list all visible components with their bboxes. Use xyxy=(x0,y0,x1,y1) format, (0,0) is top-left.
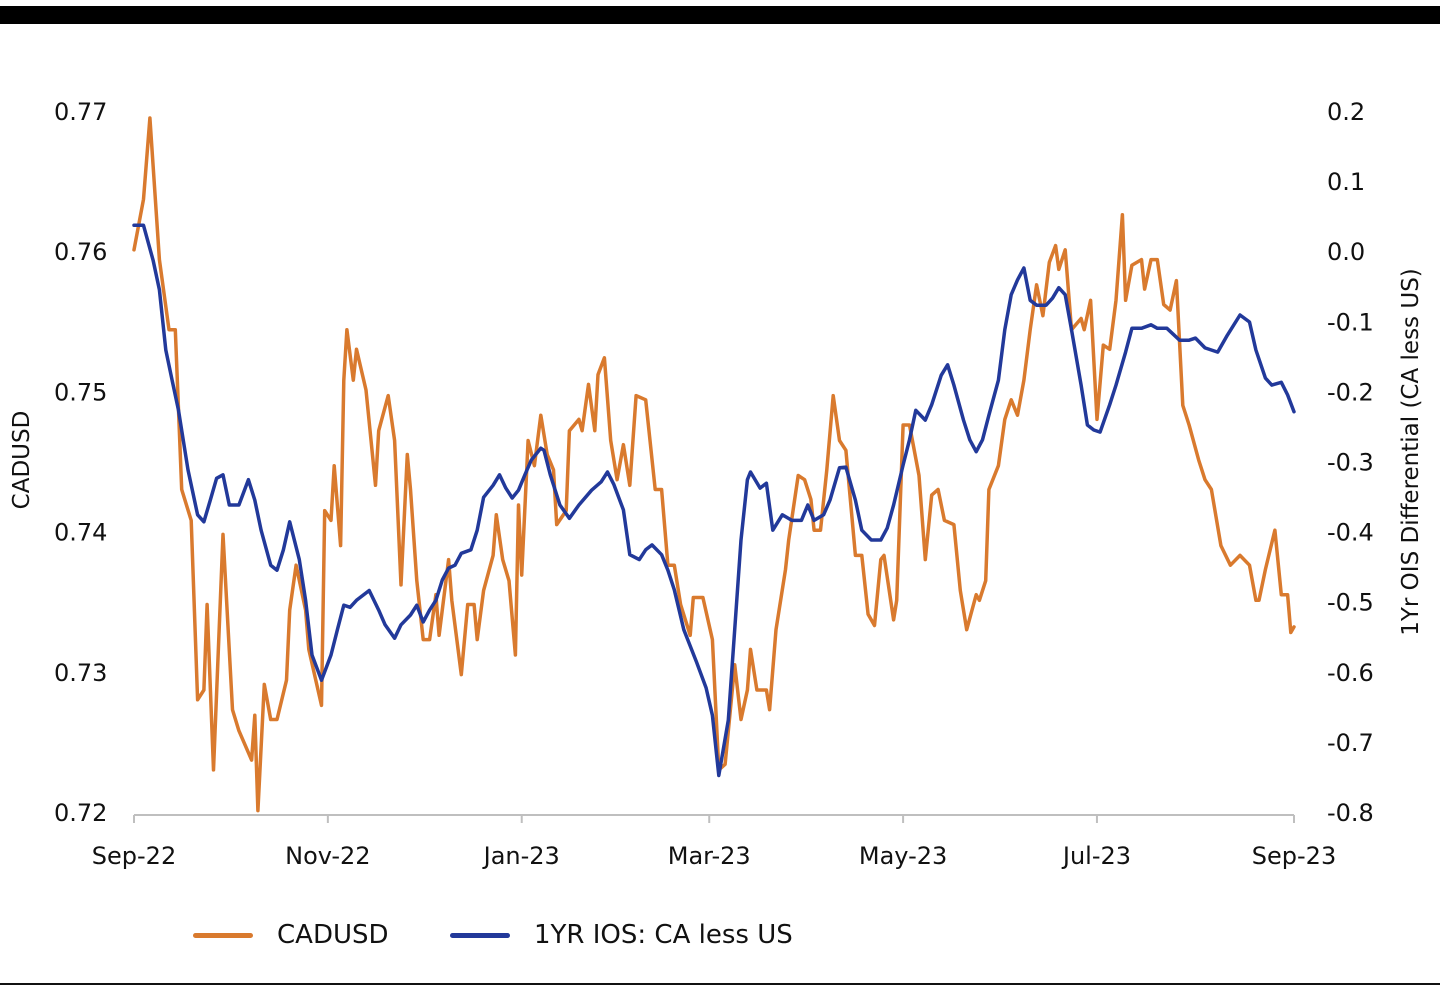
legend-label: CADUSD xyxy=(277,920,389,950)
y2-tick-label: 0.2 xyxy=(1327,98,1365,126)
bottom-border-line xyxy=(0,983,1440,985)
y-tick-label: 0.75 xyxy=(54,378,107,406)
x-tick-label: May-23 xyxy=(859,842,947,870)
series-line-cadusd xyxy=(132,116,1296,813)
y2-tick-label: -0.8 xyxy=(1327,799,1374,827)
x-tick-label: Jan-23 xyxy=(482,842,560,870)
y2-tick-label: -0.2 xyxy=(1327,378,1374,406)
y2-axis-title: 1Yr OIS Differential (CA less US) xyxy=(1398,268,1424,636)
y-tick-label: 0.76 xyxy=(54,238,107,266)
y2-tick-label: -0.6 xyxy=(1327,659,1374,687)
series-lines xyxy=(132,116,1296,813)
y-tick-label: 0.74 xyxy=(54,519,107,547)
y2-tick-label: 0.0 xyxy=(1327,238,1365,266)
y-tick-label: 0.72 xyxy=(54,799,107,827)
x-tick-label: Jul-23 xyxy=(1061,842,1131,870)
x-tick-label: Mar-23 xyxy=(668,842,751,870)
y-axis-title: CADUSD xyxy=(9,411,35,510)
legend-label: 1YR IOS: CA less US xyxy=(534,920,793,950)
y2-tick-label: -0.4 xyxy=(1327,519,1374,547)
x-tick-label: Sep-22 xyxy=(92,842,176,870)
x-tick-label: Nov-22 xyxy=(285,842,370,870)
series-line-ois-differential xyxy=(132,223,1296,778)
legend-swatch-ois xyxy=(450,932,510,938)
y2-tick-label: -0.1 xyxy=(1327,308,1374,336)
legend-item-cadusd: CADUSD xyxy=(193,915,389,955)
y2-tick-label: 0.1 xyxy=(1327,168,1365,196)
legend-item-ois: 1YR IOS: CA less US xyxy=(450,915,793,955)
y-tick-label: 0.77 xyxy=(54,98,107,126)
legend-swatch-cadusd xyxy=(193,932,253,938)
y2-tick-label: -0.3 xyxy=(1327,449,1374,477)
x-tick-label: Sep-23 xyxy=(1252,842,1336,870)
axes: Sep-22 Nov-22 Jan-23 Mar-23 May-23 Jul-23 Sep-… xyxy=(54,98,1374,870)
top-border-bar xyxy=(0,6,1440,24)
y-tick-label: 0.73 xyxy=(54,659,107,687)
y2-tick-label: -0.7 xyxy=(1327,729,1374,757)
y2-tick-label: -0.5 xyxy=(1327,589,1374,617)
